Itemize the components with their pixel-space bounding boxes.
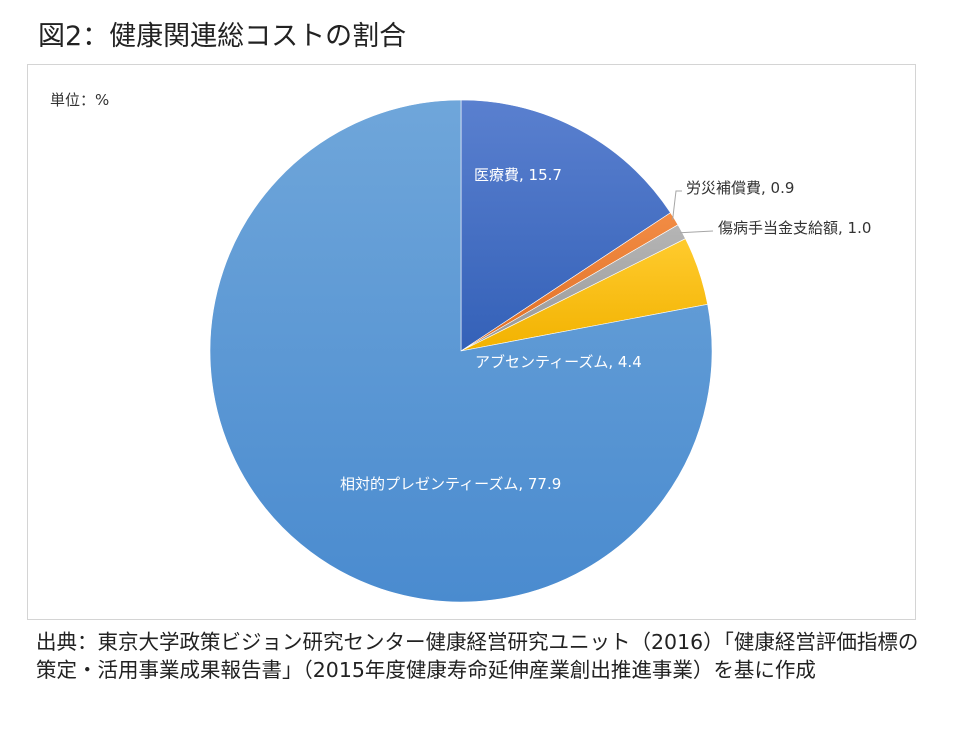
leader-line-shobyo	[680, 230, 714, 234]
slice-label-absenteeism: アブセンティーズム, 4.4	[475, 353, 642, 371]
slice-label-iryohi: 医療費, 15.7	[474, 166, 562, 184]
slice-label-presenteeism: 相対的プレゼンティーズム, 77.9	[340, 475, 561, 493]
slice-label-shobyo: 傷病手当金支給額, 1.0	[718, 219, 871, 237]
page-title: 図2：健康関連総コストの割合	[38, 21, 407, 52]
slice-label-rosai: 労災補償費, 0.9	[686, 179, 794, 197]
leader-line-rosai	[672, 190, 682, 220]
chart-area: 単位：% 医療費, 15.7 労災補償費, 0.9 傷病手当金支給額, 1.0 …	[27, 64, 916, 620]
slice-presenteeism	[209, 99, 713, 603]
slice-iryohi	[460, 99, 671, 352]
unit-label: 単位：%	[50, 91, 110, 109]
pie-chart: 医療費, 15.7 労災補償費, 0.9 傷病手当金支給額, 1.0 アブセンテ…	[209, 99, 871, 603]
source-note: 出典：東京大学政策ビジョン研究センター健康経営研究ユニット（2016）「健康経営…	[36, 630, 919, 682]
